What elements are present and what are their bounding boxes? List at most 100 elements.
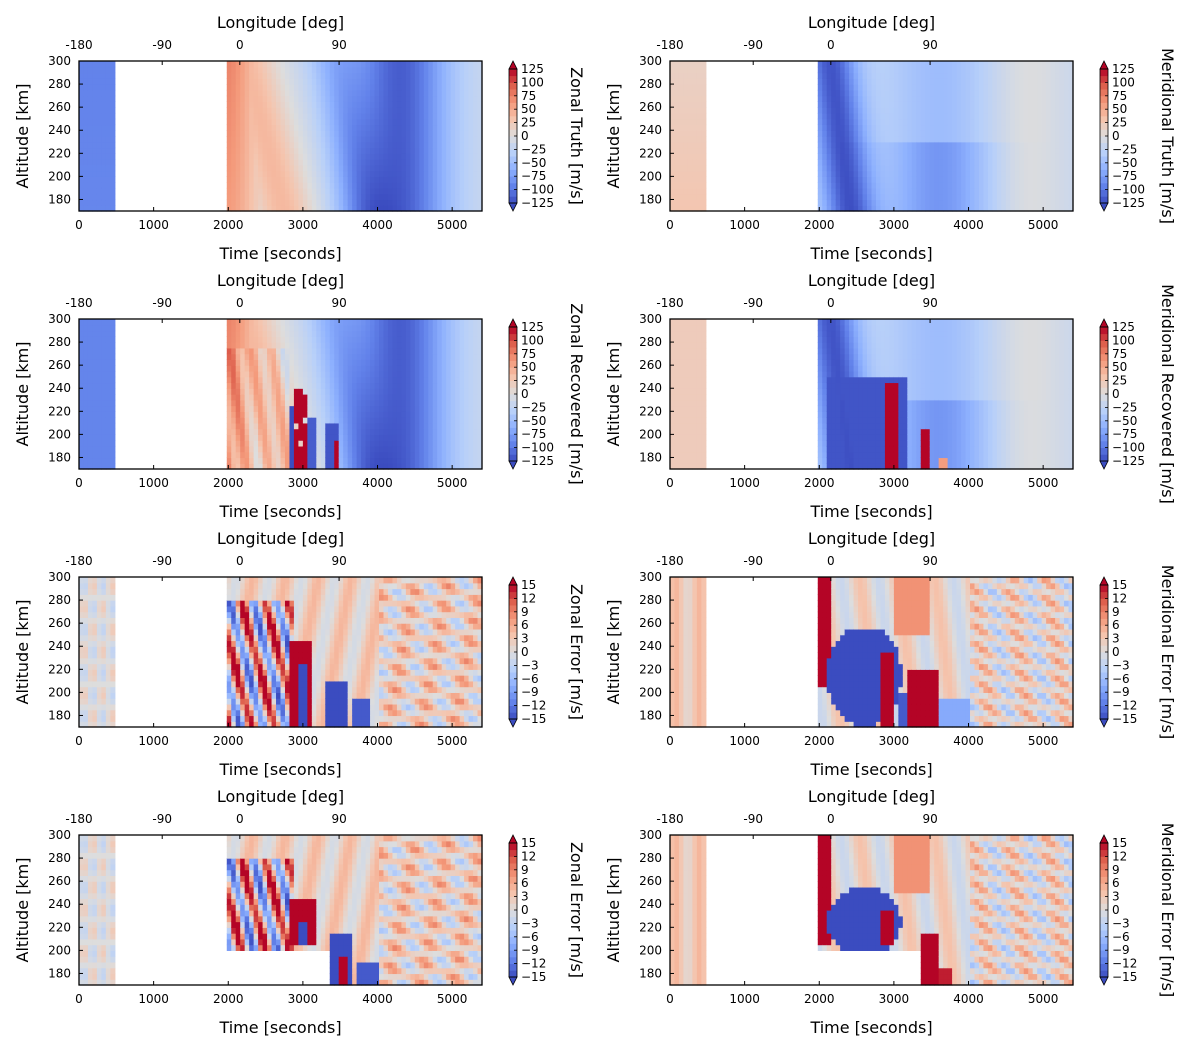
heatmap-cell [902, 95, 908, 102]
heatmap-cell [826, 118, 832, 126]
heatmap-cell [423, 130, 429, 137]
heatmap-cell [392, 434, 398, 441]
heatmap-cell [428, 324, 434, 332]
heatmap-cell [383, 61, 389, 68]
heatmap-cell [947, 199, 953, 206]
heatmap-cell [459, 199, 465, 206]
heatmap-cell [258, 388, 264, 395]
heatmap-cell [978, 147, 985, 154]
heatmap-cell [853, 147, 859, 154]
heatmap-cell [996, 153, 1002, 160]
heatmap-cell [455, 159, 461, 166]
heatmap-cell [356, 78, 362, 85]
heatmap-cell [302, 164, 308, 172]
heatmap-cell [276, 112, 282, 120]
heatmap-cell [446, 107, 452, 114]
heatmap-cell [952, 136, 958, 143]
heatmap-cell [1037, 130, 1043, 137]
heatmap-cell [235, 136, 241, 143]
heatmap-cell [365, 66, 371, 74]
heatmap-cell [253, 205, 259, 212]
heatmap-cell [249, 370, 255, 378]
heatmap-cell [280, 101, 286, 108]
heatmap-cell [996, 193, 1002, 201]
heatmap-cell [441, 182, 447, 189]
heatmap-cell [267, 193, 273, 201]
heatmap-cell [437, 159, 443, 166]
heatmap-cell [226, 445, 232, 453]
heatmap-cell [405, 61, 411, 68]
heatmap-cell [226, 359, 232, 366]
heatmap-cell [347, 359, 353, 366]
heatmap-cell [414, 394, 420, 401]
heatmap-cell [249, 324, 255, 332]
heatmap-cell [276, 101, 282, 108]
heatmap-cell [356, 147, 362, 154]
heatmap-cell [110, 136, 116, 143]
heatmap-cell [844, 66, 850, 74]
heatmap-cell [329, 107, 335, 114]
heatmap-cell [853, 153, 859, 160]
heatmap-cell [925, 187, 931, 195]
heatmap-cell [853, 89, 859, 97]
heatmap-cell [240, 170, 246, 177]
heatmap-cell [1005, 66, 1011, 74]
heatmap-cell [840, 199, 846, 206]
heatmap-cell [943, 124, 949, 131]
heatmap-cell [822, 170, 828, 177]
heatmap-cell [831, 107, 837, 114]
heatmap-cell [987, 107, 993, 114]
heatmap-cell [687, 89, 693, 97]
heatmap-cell [419, 176, 425, 183]
heatmap-cell [1010, 205, 1016, 212]
heatmap-cell [683, 118, 689, 126]
heatmap-cell [858, 187, 864, 195]
heatmap-cell [325, 187, 331, 195]
heatmap-cell [92, 124, 98, 131]
heatmap-cell [1041, 182, 1047, 189]
heatmap-cell [276, 89, 282, 97]
heatmap-cell [311, 330, 317, 337]
heatmap-cell [432, 130, 438, 137]
heatmap-cell [101, 319, 107, 326]
heatmap-cell [271, 147, 277, 154]
heatmap-cell [383, 463, 389, 470]
heatmap-cell [414, 89, 420, 97]
heatmap-cell [87, 72, 94, 79]
heatmap-cell [276, 457, 282, 464]
heatmap-cell [961, 159, 967, 166]
heatmap-cell [96, 347, 102, 355]
heatmap-cell [849, 136, 855, 143]
heatmap-cell [862, 205, 868, 212]
heatmap-cell [911, 164, 917, 172]
heatmap-cell [284, 434, 291, 441]
heatmap-cell [267, 370, 273, 378]
heatmap-cell [455, 66, 461, 74]
heatmap-cell [262, 170, 268, 177]
heatmap-cell [298, 376, 304, 384]
heatmap-cell [276, 434, 282, 441]
heatmap-cell [83, 376, 89, 384]
heatmap-cell [361, 330, 367, 337]
heatmap-cell [253, 193, 259, 201]
heatmap-cell [844, 124, 850, 131]
heatmap-cell [320, 353, 326, 360]
heatmap-cell [459, 61, 465, 68]
heatmap-cell [105, 405, 111, 412]
heatmap-cell [226, 170, 232, 177]
heatmap-cell [401, 359, 407, 366]
heatmap-cell [401, 199, 407, 206]
heatmap-cell [455, 199, 461, 206]
heatmap-cell [1028, 164, 1034, 172]
heatmap-cell [1037, 124, 1043, 131]
heatmap-cell [961, 176, 967, 183]
heatmap-cell [231, 176, 237, 183]
heatmap-cell [428, 136, 434, 143]
heatmap-cell [105, 176, 111, 183]
heatmap-cell [253, 440, 259, 447]
heatmap-cell [428, 319, 434, 326]
heatmap-cell [965, 66, 971, 74]
heatmap-cell [696, 153, 702, 160]
heatmap-cell [365, 324, 371, 332]
heatmap-cell [365, 147, 371, 154]
